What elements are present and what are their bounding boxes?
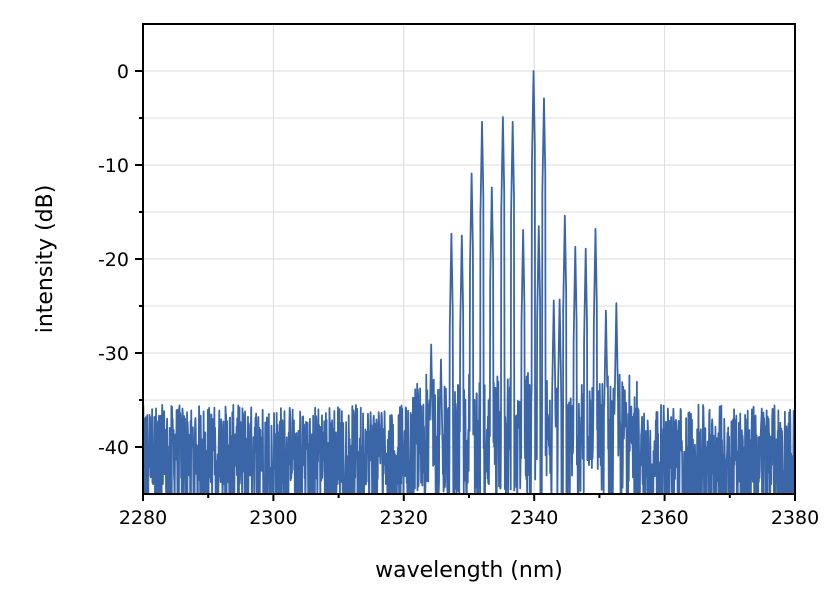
y-tick-label: -40: [98, 437, 129, 459]
x-tick-label: 2300: [249, 507, 297, 529]
x-tick-label: 2320: [380, 507, 428, 529]
x-tick-label: 2360: [640, 507, 688, 529]
y-axis: 0 -10 -20 -30 -40: [98, 61, 143, 459]
plot-area: [143, 70, 795, 494]
y-tick-label: 0: [117, 61, 129, 83]
x-axis: 2280 2300 2320 2340 2360 2380: [119, 494, 819, 529]
y-axis-title: intensity (dB): [33, 185, 58, 334]
y-tick-label: -20: [98, 249, 129, 271]
y-tick-label: -30: [98, 343, 129, 365]
x-tick-label: 2280: [119, 507, 167, 529]
y-tick-label: -10: [98, 155, 129, 177]
x-axis-title: wavelength (nm): [375, 558, 563, 583]
spectrum-line: [143, 70, 795, 494]
x-tick-label: 2380: [771, 507, 819, 529]
x-tick-label: 2340: [510, 507, 558, 529]
